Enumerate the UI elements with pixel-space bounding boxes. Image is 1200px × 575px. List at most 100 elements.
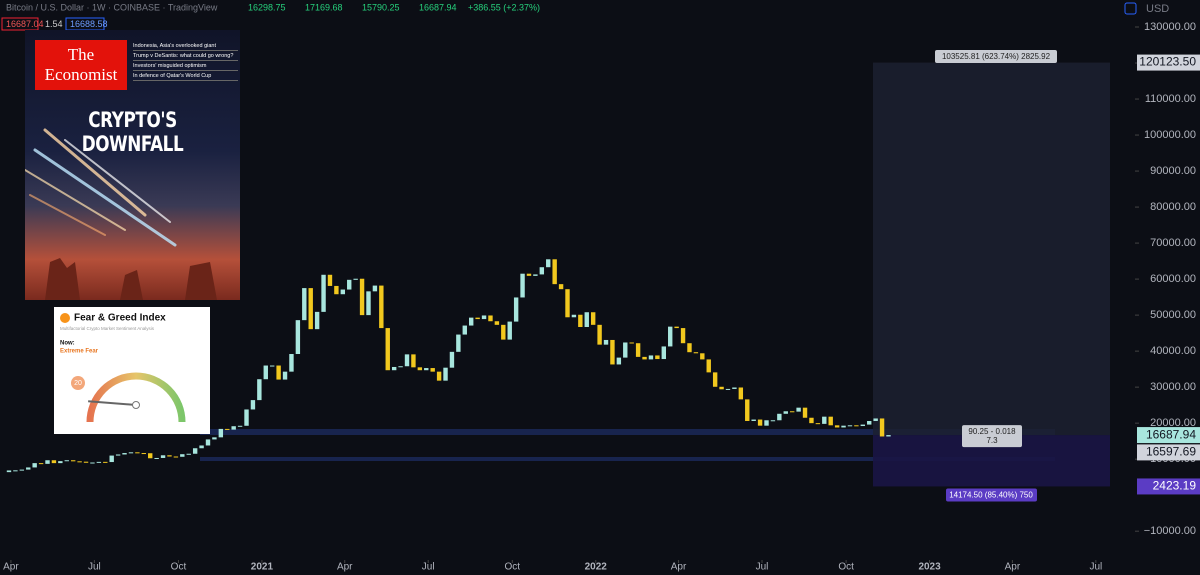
candle [745,399,750,421]
y-tick-label: 40000.00 [1150,345,1196,357]
open: 16298.75 [248,2,286,12]
cover-headlines: Indonesia, Asia's overlooked giant Trump… [133,41,238,81]
x-tick-label: Jul [1089,562,1102,573]
candle [154,457,159,459]
candle [822,416,827,424]
fg-now: Now: [60,341,75,347]
candle [693,352,699,354]
sell[interactable]: 16687.04 [6,19,44,29]
candle [109,455,114,463]
candle [385,328,390,371]
candle [481,315,487,320]
candle [379,285,384,329]
candle [642,356,647,360]
candle [276,365,281,380]
candle [552,259,557,285]
symbol: Bitcoin / U.S. Dollar · 1W · COINBASE · … [6,2,218,12]
candle [590,312,596,325]
candle [706,359,711,373]
candle [436,371,442,381]
candle [218,428,224,438]
candle [58,461,63,464]
candle [64,460,69,462]
settings-icon[interactable] [1124,2,1137,15]
candle [494,321,500,325]
candle [680,328,686,344]
candle [770,420,776,422]
x-tick-label: Oct [505,562,521,573]
candle [237,425,243,427]
y-tick-label: 80000.00 [1150,201,1196,213]
candle [263,365,268,380]
x-tick-label: Oct [838,562,854,573]
candle [32,463,37,468]
candle [269,365,275,367]
candle [359,278,365,316]
candle [302,288,307,321]
candle [623,342,628,358]
candle [725,388,731,390]
candle [712,372,718,387]
fg-title: Fear & Greed Index [74,313,166,324]
candle [462,325,467,335]
candle [751,419,756,421]
headline: Trump v DeSantis: what could go wrong? [133,51,238,61]
price-label-box [1137,478,1200,495]
y-tick-label: −10000.00 [1144,525,1196,537]
currency: USD [1146,3,1169,15]
price-label-box [1137,54,1200,71]
candle [411,354,416,368]
close: 16687.94 [419,2,457,12]
candle [603,339,609,345]
candle [879,418,885,437]
x-tick-label: Apr [337,562,353,573]
candle [738,387,744,400]
candle [244,409,249,426]
candle [225,428,230,430]
candle [70,460,76,462]
candle [199,445,204,449]
candle [687,343,692,353]
fg-state: Extreme Fear [60,349,99,355]
candle [173,456,179,458]
sell-box[interactable] [1,17,39,31]
measure-label: 14174.50 (85.40%) 750 [949,491,1033,500]
candle [334,285,339,295]
candle [597,324,602,345]
cover-logo: The Economist [35,40,127,90]
candle [308,288,313,330]
candle [167,455,172,457]
candle [526,273,532,276]
fear-greed: Fear & Greed Index Multifactorial Crypto… [60,313,186,423]
candle [847,425,853,427]
x-tick-label: 2023 [918,562,941,573]
candle [103,461,108,463]
candle [546,259,551,268]
candle [141,453,147,455]
headline: Investors' misguided optimism [133,61,238,71]
candle [347,279,352,290]
candle [488,315,493,322]
candle [578,314,583,327]
candle [257,379,262,401]
gauge-value-dot [71,376,85,390]
candle [295,320,301,355]
y-tick-label: 110000.00 [1145,93,1196,105]
candle [520,273,525,298]
candle [469,317,474,326]
x-tick-label: Oct [171,562,187,573]
measure-label: 7.3 [986,436,998,445]
candle [571,314,577,318]
x-tick-label: Jul [756,562,769,573]
x-tick-label: 2022 [585,562,608,573]
candle [289,354,294,372]
candle [398,366,403,368]
candle [391,366,397,371]
candle [533,274,538,276]
candle [430,368,435,372]
candle [501,324,506,340]
buy[interactable]: 16688.58 [70,19,108,29]
fg-subtitle: Multifactorial Crypto Market Sentiment A… [60,326,155,331]
